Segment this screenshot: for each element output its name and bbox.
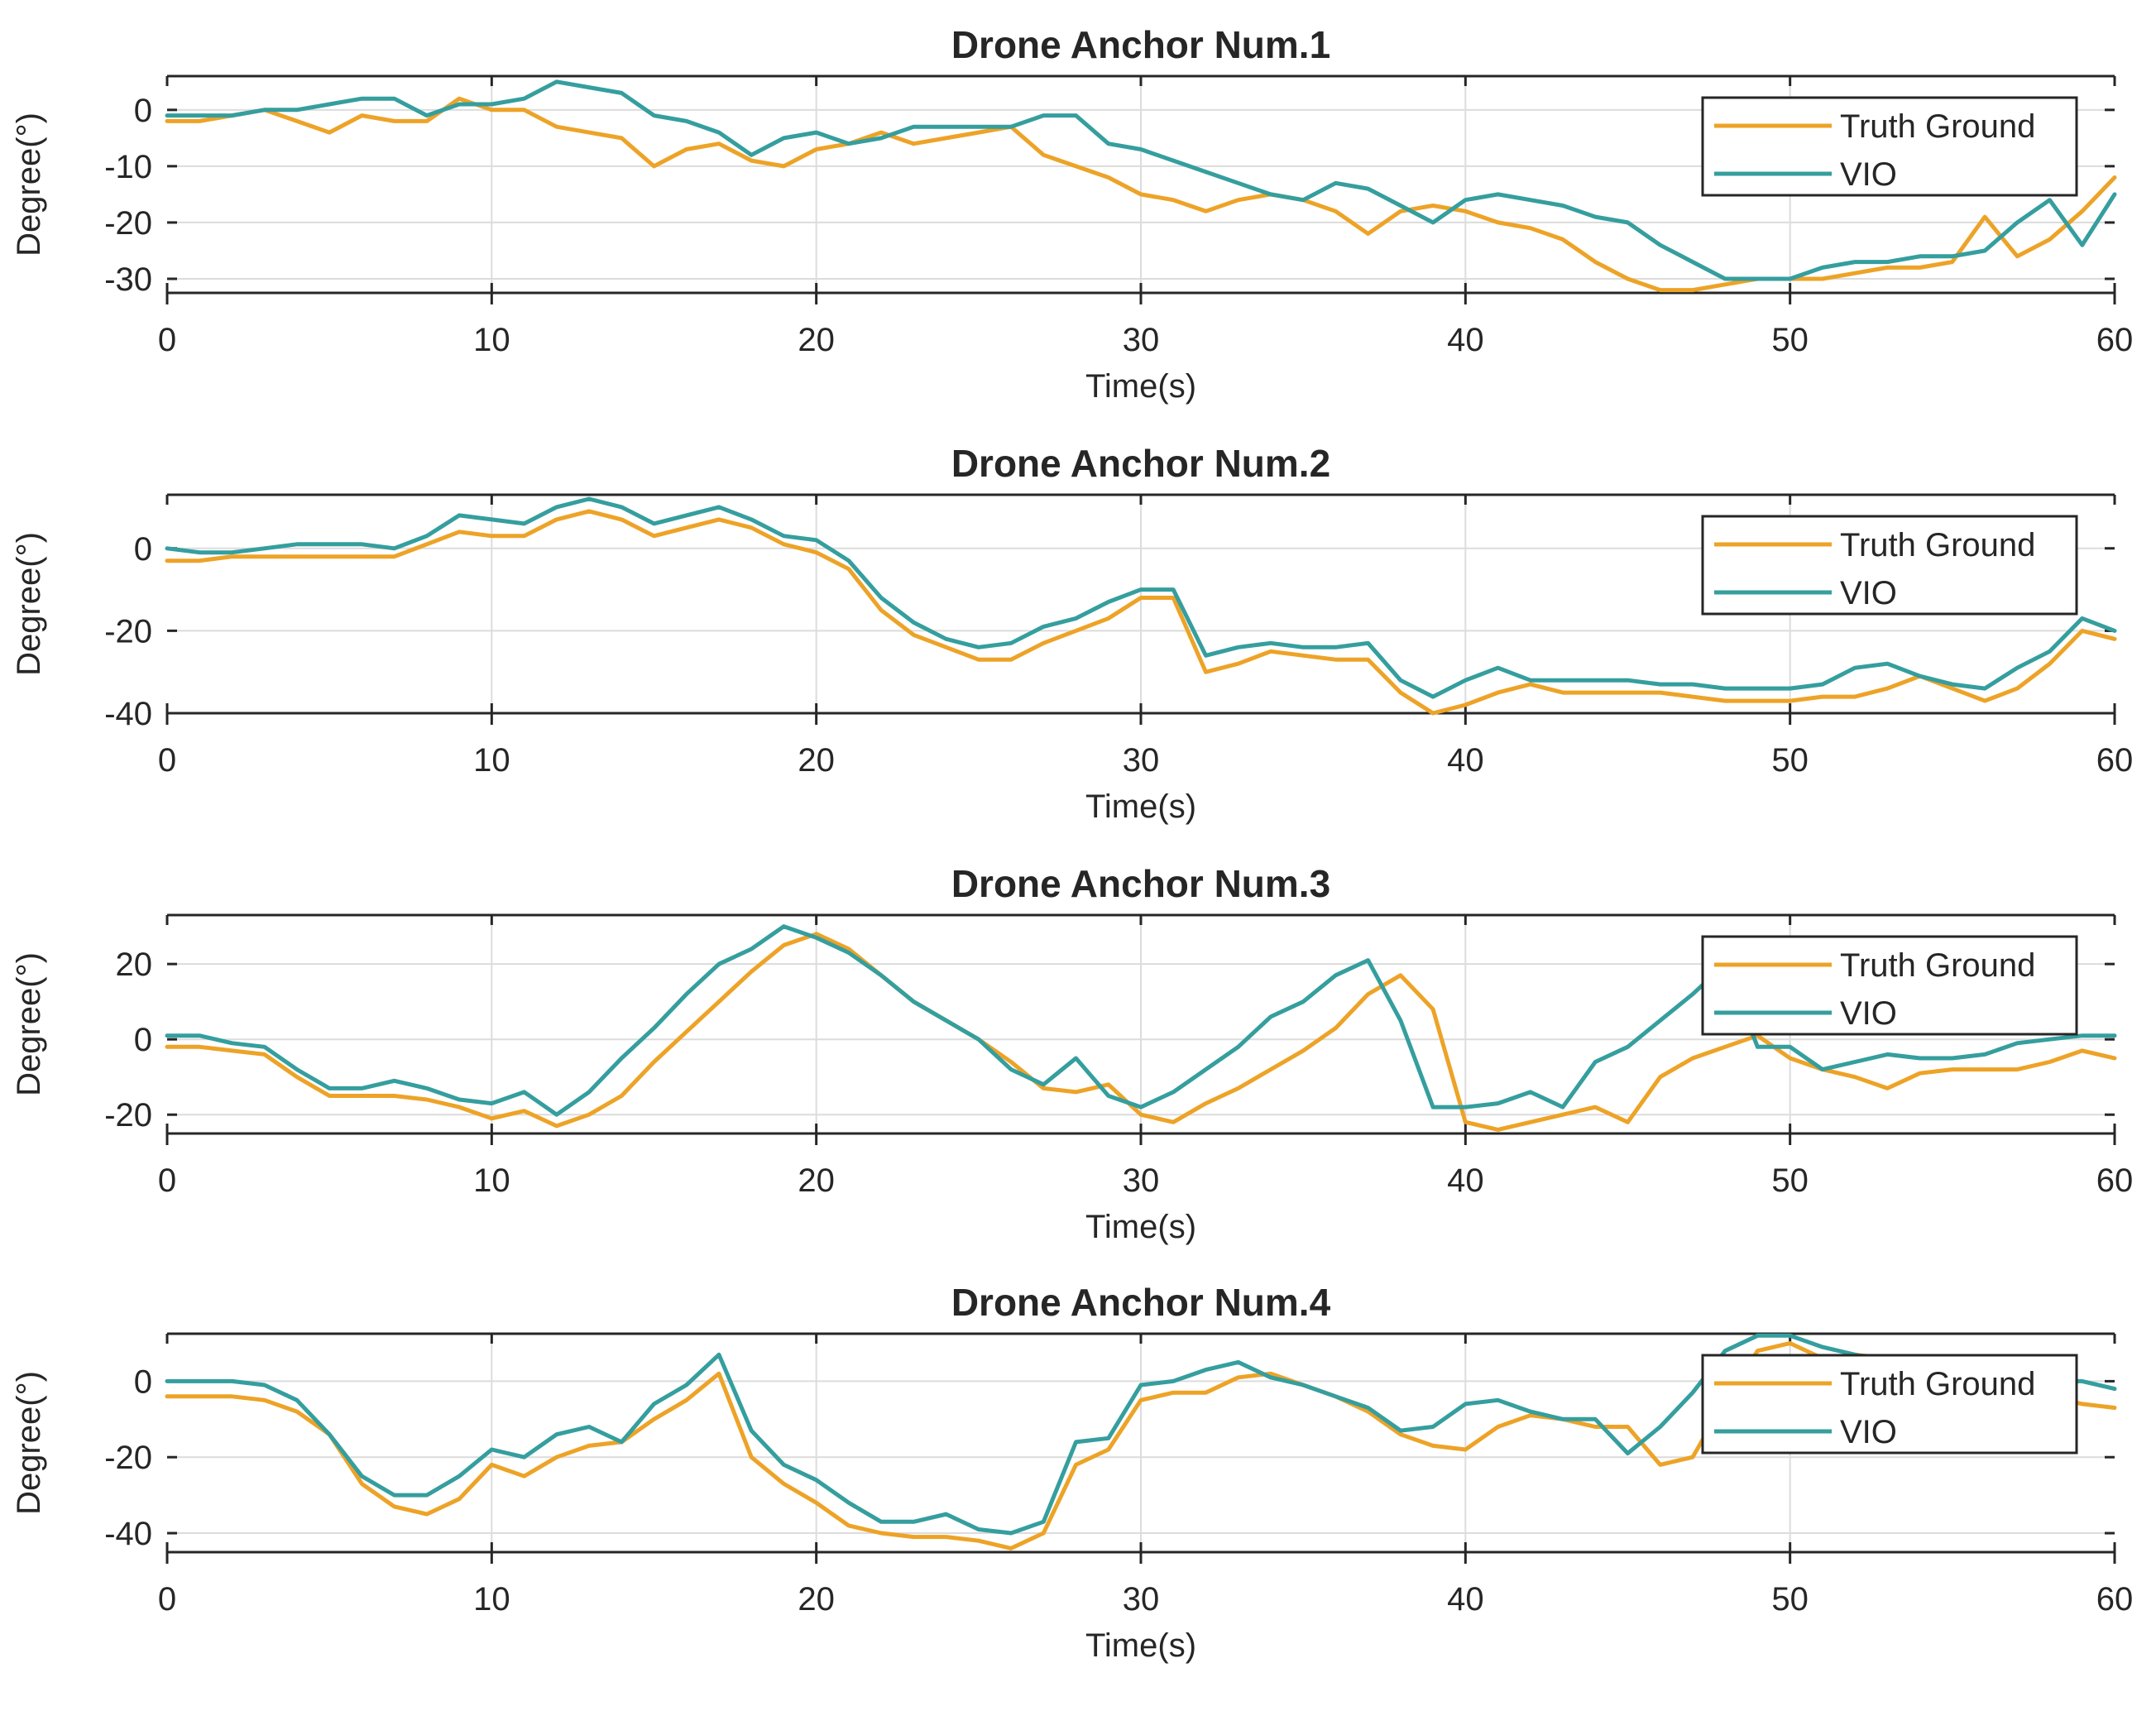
x-tick-label: 0	[158, 1162, 176, 1199]
x-tick-label: 20	[798, 1162, 835, 1199]
x-tick-label: 40	[1447, 1581, 1484, 1618]
x-axis-label: Time(s)	[1085, 1627, 1196, 1664]
legend-label-truth-ground: Truth Ground	[1840, 108, 2035, 145]
x-tick-label: 50	[1771, 322, 1809, 358]
y-tick-label: -20	[104, 1440, 152, 1476]
y-tick-label: 0	[134, 93, 152, 129]
y-tick-label: 0	[134, 1364, 152, 1400]
y-axis-label: Degree(°)	[11, 952, 47, 1096]
x-tick-label: 20	[798, 742, 835, 779]
x-tick-label: 0	[158, 742, 176, 779]
x-tick-label: 40	[1447, 742, 1484, 779]
y-tick-label: -40	[104, 1516, 152, 1552]
chart-title: Drone Anchor Num.3	[951, 862, 1330, 905]
y-tick-label: -40	[104, 696, 152, 732]
legend-label-truth-ground: Truth Ground	[1840, 527, 2035, 563]
y-tick-label: 0	[134, 1022, 152, 1058]
x-tick-label: 10	[473, 322, 510, 358]
legend-label-truth-ground: Truth Ground	[1840, 1366, 2035, 1402]
x-tick-label: 10	[473, 742, 510, 779]
x-tick-label: 60	[2096, 742, 2134, 779]
y-axis-label: Degree(°)	[11, 113, 47, 256]
x-tick-label: 20	[798, 322, 835, 358]
series-line-truth-ground	[165, 509, 2117, 716]
x-tick-label: 40	[1447, 322, 1484, 358]
chart-panel-4: 0 10 20 30 40 50 60 0 -20 -40 Drone Anchor Num.4 Ti…	[11, 1281, 2133, 1664]
chart-title: Drone Anchor Num.2	[951, 442, 1330, 485]
series-line-vio	[165, 924, 2117, 1117]
x-tick-label: 0	[158, 1581, 176, 1618]
legend-label-truth-ground: Truth Ground	[1840, 947, 2035, 984]
x-tick-label: 30	[1123, 1581, 1160, 1618]
legend: Truth Ground VIO	[1701, 1354, 2078, 1455]
series-line-truth-ground	[165, 1341, 2117, 1550]
series-line-truth-ground	[165, 932, 2117, 1132]
x-tick-label: 50	[1771, 1581, 1809, 1618]
y-tick-label: -10	[104, 149, 152, 185]
x-tick-label: 30	[1123, 1162, 1160, 1199]
y-axis-label: Degree(°)	[11, 1371, 47, 1515]
chart-title: Drone Anchor Num.1	[951, 23, 1330, 66]
legend-label-vio: VIO	[1840, 995, 1897, 1032]
x-tick-label: 30	[1123, 742, 1160, 779]
x-axis-label: Time(s)	[1085, 788, 1196, 825]
y-tick-label: -20	[104, 613, 152, 649]
x-tick-label: 30	[1123, 322, 1160, 358]
x-axis-label: Time(s)	[1085, 368, 1196, 405]
x-tick-label: 60	[2096, 1581, 2134, 1618]
x-tick-label: 20	[798, 1581, 835, 1618]
legend-box	[1701, 935, 2078, 1036]
y-tick-label: -20	[104, 1097, 152, 1133]
chart-panel-1: 0 10 20 30 40 50 60 0 -10 -20 -30 Drone Anchor Num.…	[11, 23, 2133, 405]
legend: Truth Ground VIO	[1701, 515, 2078, 616]
y-tick-label: 20	[116, 947, 153, 983]
legend: Truth Ground VIO	[1701, 935, 2078, 1036]
y-tick-label: -20	[104, 205, 152, 242]
y-tick-label: -30	[104, 261, 152, 298]
legend-label-vio: VIO	[1840, 575, 1897, 611]
legend-box	[1701, 515, 2078, 616]
legend-box	[1701, 1354, 2078, 1455]
y-axis-label: Degree(°)	[11, 532, 47, 676]
y-tick-label: 0	[134, 531, 152, 568]
series-line-vio	[165, 496, 2117, 699]
chart-title: Drone Anchor Num.4	[951, 1281, 1331, 1324]
x-tick-label: 60	[2096, 322, 2134, 358]
x-tick-label: 10	[473, 1581, 510, 1618]
series-line-vio	[165, 1333, 2117, 1536]
x-tick-label: 50	[1771, 1162, 1809, 1199]
x-tick-label: 50	[1771, 742, 1809, 779]
legend-label-vio: VIO	[1840, 156, 1897, 193]
x-axis-label: Time(s)	[1085, 1209, 1196, 1245]
legend-label-vio: VIO	[1840, 1414, 1897, 1450]
x-tick-label: 10	[473, 1162, 510, 1199]
legend: Truth Ground VIO	[1701, 96, 2078, 197]
x-tick-label: 60	[2096, 1162, 2134, 1199]
x-tick-label: 40	[1447, 1162, 1484, 1199]
series-line-vio	[165, 79, 2117, 281]
legend-box	[1701, 96, 2078, 197]
x-tick-label: 0	[158, 322, 176, 358]
chart-panel-2: 0 10 20 30 40 50 60 0 -20 -40 Drone Anchor Num.2 Ti…	[11, 442, 2133, 825]
